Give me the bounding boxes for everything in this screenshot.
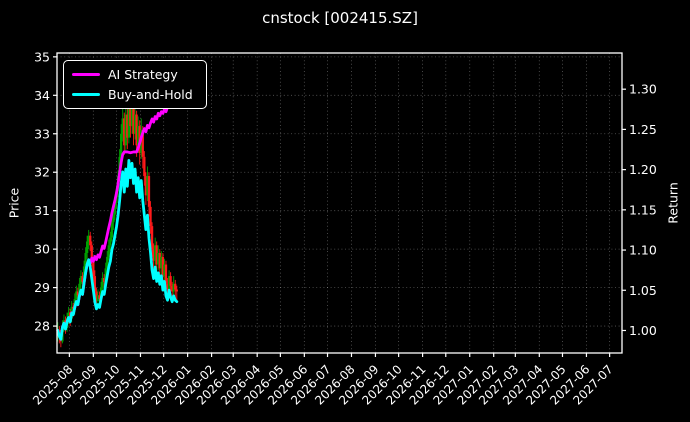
- svg-text:28: 28: [34, 319, 50, 334]
- svg-text:34: 34: [34, 88, 50, 103]
- svg-text:1.25: 1.25: [629, 122, 657, 137]
- chart-title: cnstock [002415.SZ]: [262, 9, 418, 27]
- legend-label-buy-and-hold: Buy-and-Hold: [108, 87, 193, 102]
- svg-text:1.20: 1.20: [629, 162, 657, 177]
- svg-text:33: 33: [34, 126, 50, 141]
- svg-text:1.15: 1.15: [629, 202, 657, 217]
- svg-text:29: 29: [34, 280, 50, 295]
- svg-text:1.30: 1.30: [629, 82, 657, 97]
- legend-label-ai-strategy: AI Strategy: [108, 67, 178, 82]
- svg-text:1.10: 1.10: [629, 243, 657, 258]
- svg-text:31: 31: [34, 203, 50, 218]
- legend-item-buy-and-hold: Buy-and-Hold: [72, 87, 197, 102]
- svg-text:1.00: 1.00: [629, 323, 657, 338]
- ai-strategy-line-swatch: [72, 72, 100, 77]
- svg-text:30: 30: [34, 242, 50, 257]
- legend: AI Strategy Buy-and-Hold: [63, 60, 207, 109]
- buy-and-hold-line-swatch: [72, 92, 100, 97]
- svg-text:35: 35: [34, 49, 50, 64]
- svg-text:1.05: 1.05: [629, 283, 657, 298]
- legend-item-ai-strategy: AI Strategy: [72, 67, 197, 82]
- svg-text:32: 32: [34, 165, 50, 180]
- y-axis-label-return: Return: [665, 182, 681, 224]
- y-axis-label-price: Price: [6, 187, 22, 219]
